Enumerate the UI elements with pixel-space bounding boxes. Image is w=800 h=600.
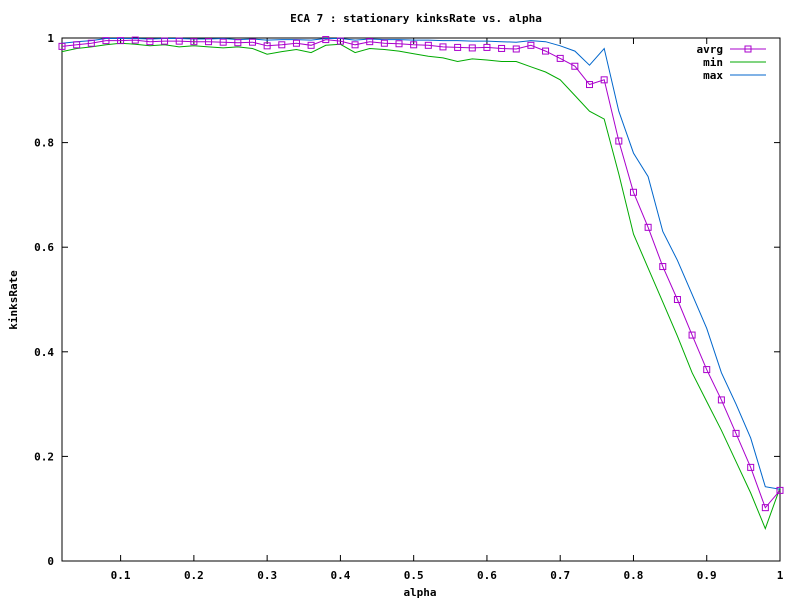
- data-point-avrg: [366, 38, 374, 46]
- data-point-avrg: [292, 39, 300, 47]
- x-tick-label: 0.9: [697, 569, 717, 582]
- x-axis-label: alpha: [403, 586, 436, 599]
- data-point-avrg: [336, 37, 344, 45]
- legend-label-min: min: [703, 56, 723, 69]
- series-group: [58, 36, 784, 530]
- plot-frame: [61, 37, 781, 562]
- data-point-avrg: [629, 188, 637, 196]
- legend-label-max: max: [703, 69, 723, 82]
- series-line-max: [61, 37, 781, 490]
- data-point-avrg: [175, 37, 183, 45]
- data-point-avrg: [278, 41, 286, 49]
- series-line-avrg: [61, 39, 781, 509]
- data-point-avrg: [161, 37, 169, 45]
- axes: 0.1 0.2 0.3 0.4 0.5 0.6 0.7 0.8 0.9 1 0 0.2 0.4 0.6 0.…: [34, 32, 784, 582]
- data-point-avrg: [410, 41, 418, 49]
- data-point-avrg: [87, 39, 95, 47]
- data-point-avrg: [703, 366, 711, 374]
- data-point-avrg: [205, 38, 213, 46]
- data-point-avrg: [527, 41, 535, 49]
- y-tick-label: 1: [47, 32, 54, 45]
- y-tick-label: 0.6: [34, 241, 54, 254]
- data-point-avrg: [248, 38, 256, 46]
- data-point-avrg: [571, 62, 579, 70]
- data-point-avrg: [732, 429, 740, 437]
- data-point-avrg: [307, 41, 315, 49]
- data-point-avrg: [380, 39, 388, 47]
- data-point-avrg: [263, 42, 271, 50]
- data-point-avrg: [498, 44, 506, 52]
- data-point-avrg: [117, 37, 125, 45]
- x-tick-label: 0.5: [404, 569, 424, 582]
- legend-marker-avrg: [744, 45, 752, 53]
- data-point-avrg: [512, 45, 520, 53]
- data-point-avrg: [747, 463, 755, 471]
- y-tick-label: 0.2: [34, 450, 54, 463]
- x-tick-label: 0.7: [550, 569, 570, 582]
- y-tick-label: 0.8: [34, 137, 54, 150]
- data-point-avrg: [483, 43, 491, 51]
- x-tick-label: 0.8: [624, 569, 644, 582]
- data-point-avrg: [586, 81, 594, 89]
- data-point-avrg: [688, 331, 696, 339]
- y-axis-label: kinksRate: [7, 270, 20, 330]
- data-point-avrg: [73, 41, 81, 49]
- data-point-avrg: [761, 504, 769, 512]
- data-point-avrg: [351, 41, 359, 49]
- data-point-avrg: [717, 396, 725, 404]
- data-point-avrg: [468, 44, 476, 52]
- y-tick-label: 0: [47, 555, 54, 568]
- data-point-avrg: [673, 296, 681, 303]
- data-point-avrg: [58, 42, 66, 50]
- data-point-avrg: [542, 47, 550, 55]
- data-point-avrg: [556, 54, 564, 62]
- data-point-avrg: [219, 38, 227, 46]
- x-tick-label: 0.2: [184, 569, 204, 582]
- data-point-avrg: [322, 36, 330, 44]
- x-tick-label: 0.1: [111, 569, 131, 582]
- data-point-avrg: [190, 38, 198, 46]
- data-point-avrg: [424, 41, 432, 49]
- data-point-avrg: [454, 43, 462, 51]
- legend-label-avrg: avrg: [697, 43, 724, 56]
- data-point-avrg: [102, 37, 110, 45]
- data-point-avrg: [234, 39, 242, 47]
- data-point-avrg: [146, 38, 154, 46]
- chart-title: ECA 7 : stationary kinksRate vs. alpha: [290, 12, 542, 25]
- data-point-avrg: [439, 43, 447, 51]
- x-tick-label: 0.3: [257, 569, 277, 582]
- series-line-min: [61, 42, 781, 530]
- data-point-avrg: [395, 40, 403, 48]
- data-point-avrg: [615, 137, 623, 145]
- data-point-avrg: [776, 486, 784, 494]
- data-point-avrg: [131, 36, 139, 44]
- y-tick-label: 0.4: [34, 346, 54, 359]
- data-point-avrg: [659, 263, 667, 271]
- data-point-avrg: [600, 76, 608, 84]
- data-point-avrg: [644, 223, 652, 231]
- x-tick-label: 1: [777, 569, 784, 582]
- x-tick-label: 0.6: [477, 569, 497, 582]
- x-tick-label: 0.4: [330, 569, 350, 582]
